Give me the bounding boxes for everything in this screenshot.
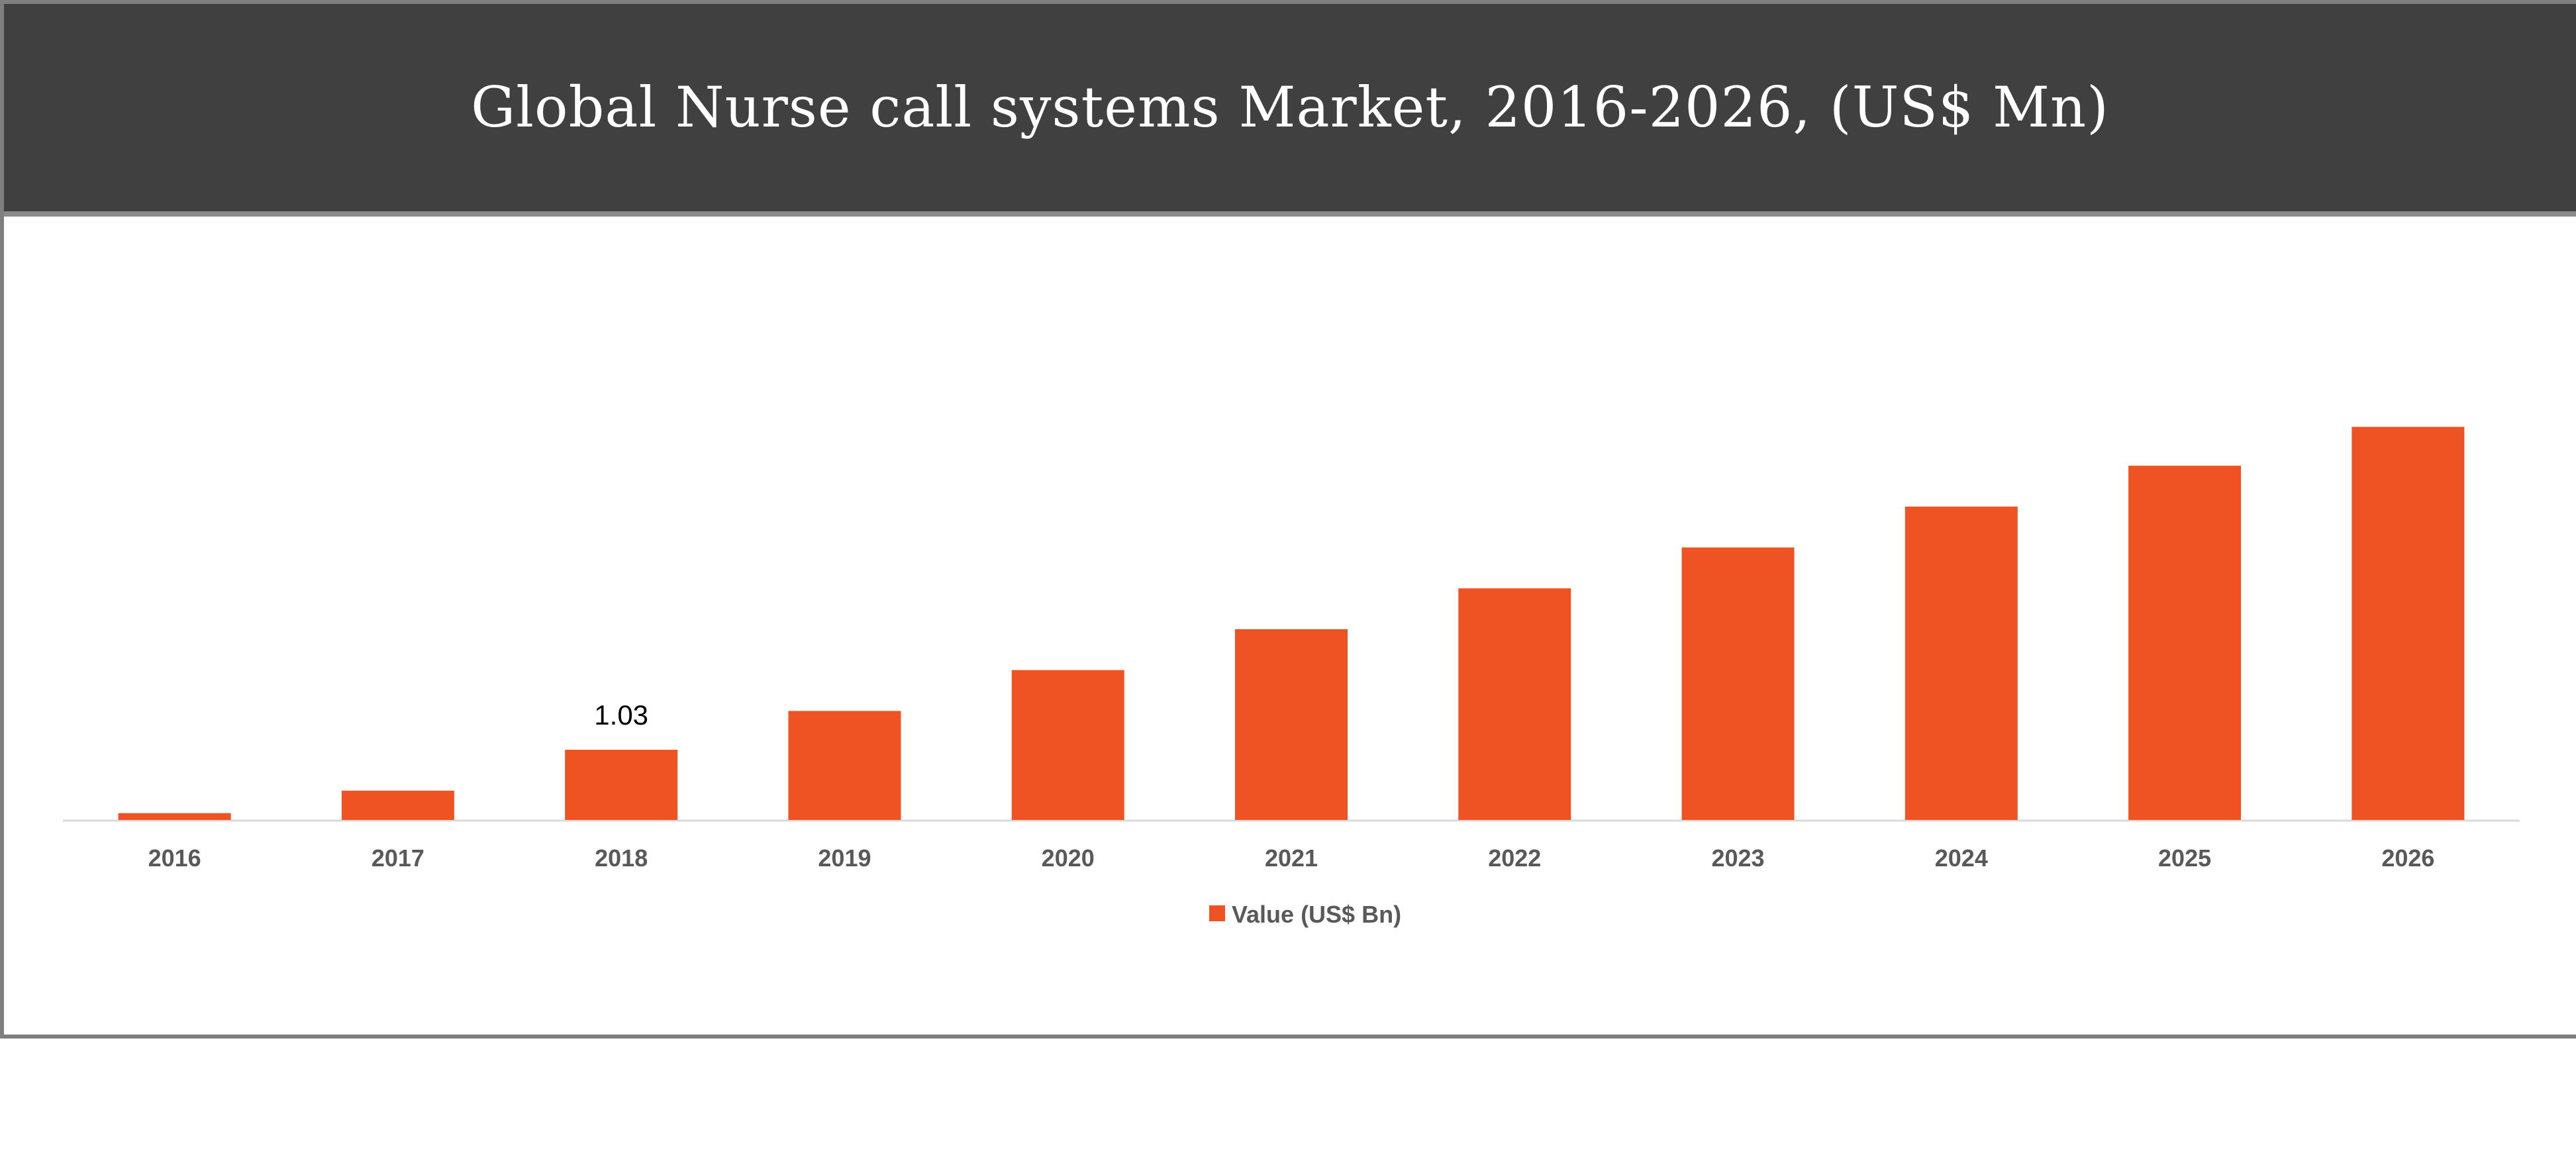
legend-label: Value (US$ Bn) bbox=[1232, 901, 1401, 928]
legend-swatch bbox=[1209, 905, 1225, 921]
bar-2023 bbox=[1681, 547, 1795, 820]
bar-2026 bbox=[2352, 427, 2465, 820]
bar-2016 bbox=[118, 813, 231, 820]
bar-2020 bbox=[1011, 670, 1124, 820]
bar-2022 bbox=[1458, 588, 1571, 820]
bar-2019 bbox=[788, 711, 901, 820]
x-tick-label-2026: 2026 bbox=[2381, 844, 2434, 872]
x-tick-label-2025: 2025 bbox=[2158, 844, 2211, 872]
x-tick-label-2024: 2024 bbox=[1935, 844, 1988, 872]
title-banner: Global Nurse call systems Market, 2016-2… bbox=[4, 4, 2576, 217]
x-tick-label-2019: 2019 bbox=[818, 844, 871, 872]
bar-2021 bbox=[1235, 629, 1348, 820]
bar-2017 bbox=[341, 790, 454, 820]
x-tick-label-2018: 2018 bbox=[595, 844, 648, 872]
bar-2025 bbox=[2128, 466, 2242, 820]
bar-2024 bbox=[1905, 506, 2018, 820]
x-tick-label-2016: 2016 bbox=[148, 844, 201, 872]
x-tick-label-2023: 2023 bbox=[1711, 844, 1764, 872]
plot-area: 2016 2017 2018 2019 2020 2021 2022 2023 2024 2025… bbox=[63, 427, 2520, 928]
data-label-2018: 1.03 bbox=[594, 699, 648, 731]
x-tick-label-2022: 2022 bbox=[1488, 844, 1541, 872]
x-tick-label-2021: 2021 bbox=[1265, 844, 1318, 872]
chart-title: Global Nurse call systems Market, 2016-2… bbox=[471, 75, 2109, 140]
x-tick-label-2020: 2020 bbox=[1042, 844, 1095, 872]
x-tick-label-2017: 2017 bbox=[372, 844, 424, 872]
bar-2018 bbox=[565, 750, 678, 820]
